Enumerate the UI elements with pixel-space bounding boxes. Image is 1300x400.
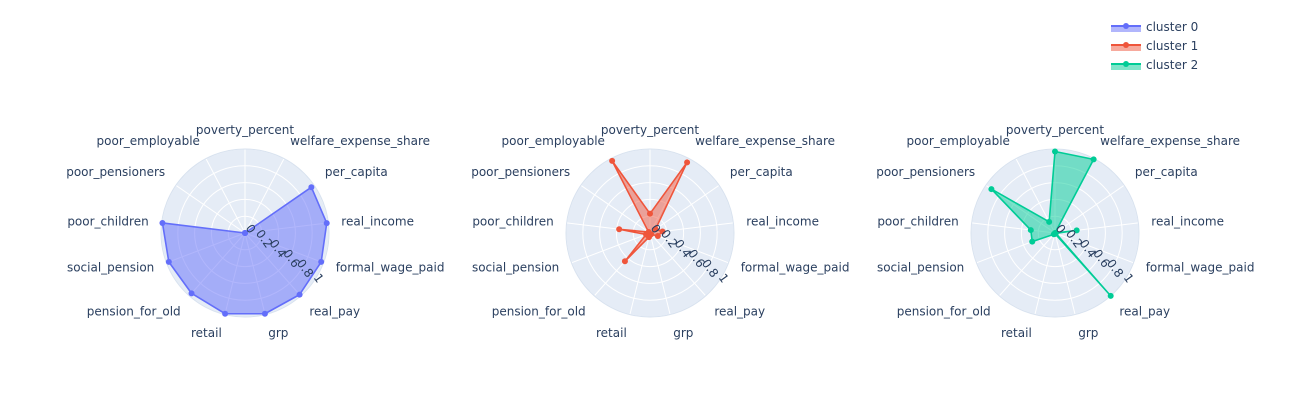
legend-item-cluster-2[interactable]: cluster 2 bbox=[1111, 58, 1198, 72]
axis-label-welfare-expense-share: welfare_expense_share bbox=[1100, 134, 1240, 148]
data-point-social-pension[interactable] bbox=[1029, 238, 1036, 245]
axis-label-per-capita: per_capita bbox=[1135, 165, 1198, 179]
data-point-real-income[interactable] bbox=[1073, 227, 1080, 234]
legend-marker bbox=[1123, 42, 1129, 48]
axis-label-poverty-percent: poverty_percent bbox=[1006, 123, 1104, 137]
axis-label-retail: retail bbox=[1001, 326, 1032, 340]
axis-label-formal-wage-paid: formal_wage_paid bbox=[1146, 260, 1255, 274]
angular-gridline bbox=[649, 232, 671, 315]
axis-label-poor-employable: poor_employable bbox=[502, 134, 605, 148]
axis-label-grp: grp bbox=[1078, 326, 1098, 340]
legend-label: cluster 1 bbox=[1146, 39, 1198, 53]
axis-label-formal-wage-paid: formal_wage_paid bbox=[336, 260, 445, 274]
polar-outline bbox=[565, 148, 735, 318]
axis-label-poverty-percent: poverty_percent bbox=[196, 123, 294, 137]
axis-label-poor-children: poor_children bbox=[472, 214, 553, 228]
data-point-per-capita[interactable] bbox=[652, 226, 659, 233]
angular-gridline bbox=[175, 184, 246, 234]
axis-label-poor-children: poor_children bbox=[67, 214, 148, 228]
angular-gridline bbox=[1054, 184, 1125, 234]
data-point-welfare-expense-share[interactable] bbox=[1090, 156, 1097, 163]
axis-label-grp: grp bbox=[673, 326, 693, 340]
axis-label-real-pay: real_pay bbox=[309, 305, 360, 319]
polar-outline bbox=[160, 148, 330, 318]
axis-label-poor-pensioners: poor_pensioners bbox=[471, 165, 570, 179]
axis-label-real-pay: real_pay bbox=[714, 305, 765, 319]
axis-label-poor-children: poor_children bbox=[877, 214, 958, 228]
data-point-poor-pensioners[interactable] bbox=[645, 229, 652, 236]
data-point-poor-employable[interactable] bbox=[609, 157, 616, 164]
legend-label: cluster 2 bbox=[1146, 58, 1198, 72]
data-point-real-pay[interactable] bbox=[296, 291, 303, 298]
axis-label-poor-employable: poor_employable bbox=[907, 134, 1010, 148]
legend-label: cluster 0 bbox=[1146, 20, 1198, 34]
data-point-social-pension[interactable] bbox=[165, 258, 172, 265]
data-point-poor-children[interactable] bbox=[616, 226, 623, 233]
data-point-formal-wage-paid[interactable] bbox=[654, 232, 661, 239]
axis-label-social-pension: social_pension bbox=[67, 260, 154, 274]
data-point-pension-for-old[interactable] bbox=[1050, 231, 1057, 238]
angular-gridline bbox=[205, 158, 246, 234]
legend-item-cluster-1[interactable]: cluster 1 bbox=[1111, 39, 1198, 53]
axis-label-poor-employable: poor_employable bbox=[97, 134, 200, 148]
data-point-real-pay[interactable] bbox=[1107, 292, 1114, 299]
angular-gridline bbox=[998, 232, 1056, 297]
legend-marker bbox=[1123, 61, 1129, 67]
angular-gridline bbox=[244, 158, 285, 234]
angular-gridline bbox=[649, 232, 707, 297]
data-point-real-income[interactable] bbox=[659, 228, 666, 235]
axis-label-real-income: real_income bbox=[341, 214, 414, 228]
axis-label-social-pension: social_pension bbox=[472, 260, 559, 274]
axis-label-retail: retail bbox=[596, 326, 627, 340]
angular-gridline bbox=[580, 184, 651, 234]
axis-label-real-pay: real_pay bbox=[1119, 305, 1170, 319]
axis-label-retail: retail bbox=[191, 326, 222, 340]
angular-gridline bbox=[629, 232, 651, 315]
data-point-pension-for-old[interactable] bbox=[621, 258, 628, 265]
axis-label-formal-wage-paid: formal_wage_paid bbox=[741, 260, 850, 274]
data-point-grp[interactable] bbox=[261, 310, 268, 317]
data-point-poverty-percent[interactable] bbox=[1052, 148, 1058, 155]
legend-item-cluster-0[interactable]: cluster 0 bbox=[1111, 20, 1198, 34]
polar-charts: poverty_percentwelfare_expense_shareper_… bbox=[66, 123, 1254, 340]
data-point-poor-children[interactable] bbox=[1027, 227, 1034, 234]
axis-label-social-pension: social_pension bbox=[877, 260, 964, 274]
axis-label-real-income: real_income bbox=[746, 214, 819, 228]
data-point-poor-employable[interactable] bbox=[1046, 218, 1053, 225]
angular-gridline bbox=[1034, 232, 1056, 315]
axis-label-poor-pensioners: poor_pensioners bbox=[66, 165, 165, 179]
axis-label-poverty-percent: poverty_percent bbox=[601, 123, 699, 137]
axis-label-grp: grp bbox=[268, 326, 288, 340]
data-point-per-capita[interactable] bbox=[308, 184, 315, 191]
axis-label-per-capita: per_capita bbox=[325, 165, 388, 179]
axis-label-per-capita: per_capita bbox=[730, 165, 793, 179]
axis-label-poor-pensioners: poor_pensioners bbox=[876, 165, 975, 179]
axis-label-welfare-expense-share: welfare_expense_share bbox=[290, 134, 430, 148]
data-point-poverty-percent[interactable] bbox=[647, 210, 653, 217]
axis-label-real-income: real_income bbox=[1151, 214, 1224, 228]
legend[interactable]: cluster 0 cluster 1 cluster 2 bbox=[1111, 20, 1198, 72]
data-point-formal-wage-paid[interactable] bbox=[318, 258, 325, 265]
data-point-pension-for-old[interactable] bbox=[188, 290, 195, 297]
data-point-poor-children[interactable] bbox=[159, 219, 166, 226]
data-point-poor-employable[interactable] bbox=[242, 230, 248, 236]
data-point-real-income[interactable] bbox=[323, 220, 330, 227]
angular-gridline bbox=[649, 184, 720, 234]
angular-gridline bbox=[1054, 232, 1134, 264]
angular-gridline bbox=[649, 232, 729, 264]
data-point-welfare-expense-share[interactable] bbox=[684, 159, 691, 166]
axis-label-pension-for-old: pension_for_old bbox=[87, 305, 181, 319]
axis-label-pension-for-old: pension_for_old bbox=[897, 305, 991, 319]
data-point-retail[interactable] bbox=[222, 310, 229, 317]
data-point-poor-pensioners[interactable] bbox=[988, 186, 995, 193]
angular-gridline bbox=[571, 232, 651, 264]
legend-marker bbox=[1123, 23, 1129, 29]
axis-label-pension-for-old: pension_for_old bbox=[492, 305, 586, 319]
angular-gridline bbox=[1054, 232, 1076, 315]
axis-label-welfare-expense-share: welfare_expense_share bbox=[695, 134, 835, 148]
